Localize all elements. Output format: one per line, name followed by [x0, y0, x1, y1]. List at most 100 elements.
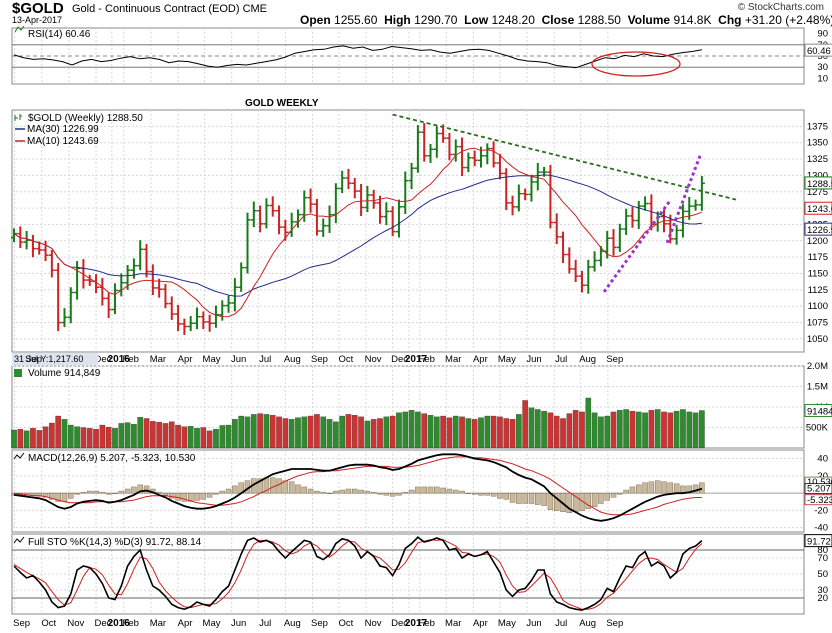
macd-histogram-bar — [333, 490, 339, 494]
low-label: Low — [464, 13, 489, 27]
bottom-x-label: Jun — [526, 618, 541, 629]
macd-histogram-bar — [320, 491, 326, 494]
stockcharts-logo: © StockCharts.com — [737, 2, 824, 13]
rsi-line — [13, 45, 702, 69]
price-tick-label: 1200 — [807, 236, 828, 247]
macd-histogram-bar — [459, 490, 465, 494]
price-bar — [276, 205, 283, 235]
macd-histogram-bar — [326, 492, 333, 494]
price-bar — [111, 283, 118, 315]
volume-bar — [86, 428, 93, 449]
macd-histogram-bar — [648, 481, 655, 494]
price-bar — [698, 176, 705, 211]
volume-bar — [402, 411, 409, 449]
macd-histogram-bar — [434, 486, 440, 494]
price-bar — [459, 137, 466, 177]
price-x-label: Aug — [284, 354, 301, 365]
volume-bar — [232, 419, 238, 449]
volume-bar — [585, 397, 592, 449]
price-bar — [402, 171, 409, 214]
volume-label: Volume — [627, 13, 671, 27]
volume-bar — [93, 428, 99, 449]
ma10-line — [13, 147, 703, 318]
support-line-1 — [602, 199, 672, 293]
macd-histogram-bar — [667, 482, 674, 494]
macd-histogram-bar — [415, 486, 421, 494]
macd-histogram-bar — [427, 486, 434, 494]
volume-bar — [465, 418, 472, 449]
volume-bar — [452, 415, 459, 449]
bottom-x-label: Oct — [41, 618, 56, 629]
volume-bar — [200, 427, 207, 449]
price-bar — [175, 304, 182, 332]
price-current-label: 1288.50 — [807, 179, 832, 190]
volume-bar — [591, 412, 598, 449]
price-bar — [578, 270, 585, 293]
macd-histogram-bar — [598, 492, 604, 504]
low-callout-bg — [12, 353, 98, 365]
price-x-label: Jul — [555, 354, 567, 365]
volume-bar — [23, 430, 30, 449]
price-bar — [490, 141, 497, 168]
macd-histogram-bar — [30, 492, 36, 496]
price-bar — [471, 150, 478, 167]
price-bar — [484, 143, 491, 165]
macd-histogram-bar — [535, 492, 541, 505]
price-bar — [566, 247, 573, 274]
macd-histogram-bar — [93, 490, 99, 494]
macd-histogram-bar — [55, 492, 61, 502]
price-tick-label: 1300 — [807, 170, 828, 181]
macd-tick-label: 20 — [817, 471, 828, 482]
volume-bar — [320, 416, 327, 449]
price-bar — [414, 125, 421, 173]
volume-bar — [572, 410, 579, 449]
price-bar — [509, 195, 516, 216]
price-x-label: Apr — [178, 354, 193, 365]
volume-bar — [509, 419, 516, 449]
volume-bar — [333, 421, 339, 449]
price-tick-label: 1175 — [808, 252, 828, 263]
volume-bar — [238, 415, 244, 449]
volume-bar — [282, 418, 289, 449]
macd-histogram-bar — [169, 492, 175, 499]
price-x-label: May — [498, 354, 516, 365]
price-bar — [560, 231, 567, 264]
price-bar — [67, 287, 74, 324]
volume-bar — [251, 414, 257, 449]
volume-bar — [370, 419, 377, 449]
volume-bar — [604, 415, 611, 449]
volume-bar — [680, 409, 686, 449]
volume-bar — [187, 426, 194, 449]
price-bar — [162, 283, 169, 309]
volume-bar — [194, 428, 200, 449]
price-bar — [149, 264, 156, 296]
price-bar — [465, 152, 472, 173]
price-bar — [597, 246, 604, 267]
volume-bar — [131, 424, 137, 449]
volume-bar — [692, 412, 699, 449]
price-x-label: Aug — [579, 354, 596, 365]
price-x-label: Sep — [606, 354, 623, 365]
price-bar — [370, 189, 377, 209]
rsi-tick-label: 30 — [817, 62, 828, 73]
volume-bar — [244, 416, 251, 449]
bottom-x-label: Apr — [178, 618, 193, 629]
volume-bar — [377, 418, 383, 449]
macd-histogram-bar — [276, 478, 282, 494]
macd-current-label: 10.530 — [807, 477, 832, 488]
price-x-label: 2016 — [108, 354, 131, 365]
macd-histogram-bar — [143, 485, 150, 494]
volume-bar — [503, 418, 510, 449]
low-callout: 31 Jul Y:1,217.60 — [14, 354, 83, 364]
bottom-x-label: Aug — [579, 618, 596, 629]
volume-bar — [617, 410, 623, 449]
macd-histogram-bar — [528, 492, 535, 504]
panel-frame-price — [11, 109, 805, 353]
price-bar — [389, 206, 396, 237]
bottom-x-label: Nov — [67, 618, 84, 629]
macd-histogram-bar — [699, 482, 705, 494]
price-x-label: Jun — [231, 354, 246, 365]
volume-bar — [74, 426, 80, 449]
high-label: High — [384, 13, 411, 27]
